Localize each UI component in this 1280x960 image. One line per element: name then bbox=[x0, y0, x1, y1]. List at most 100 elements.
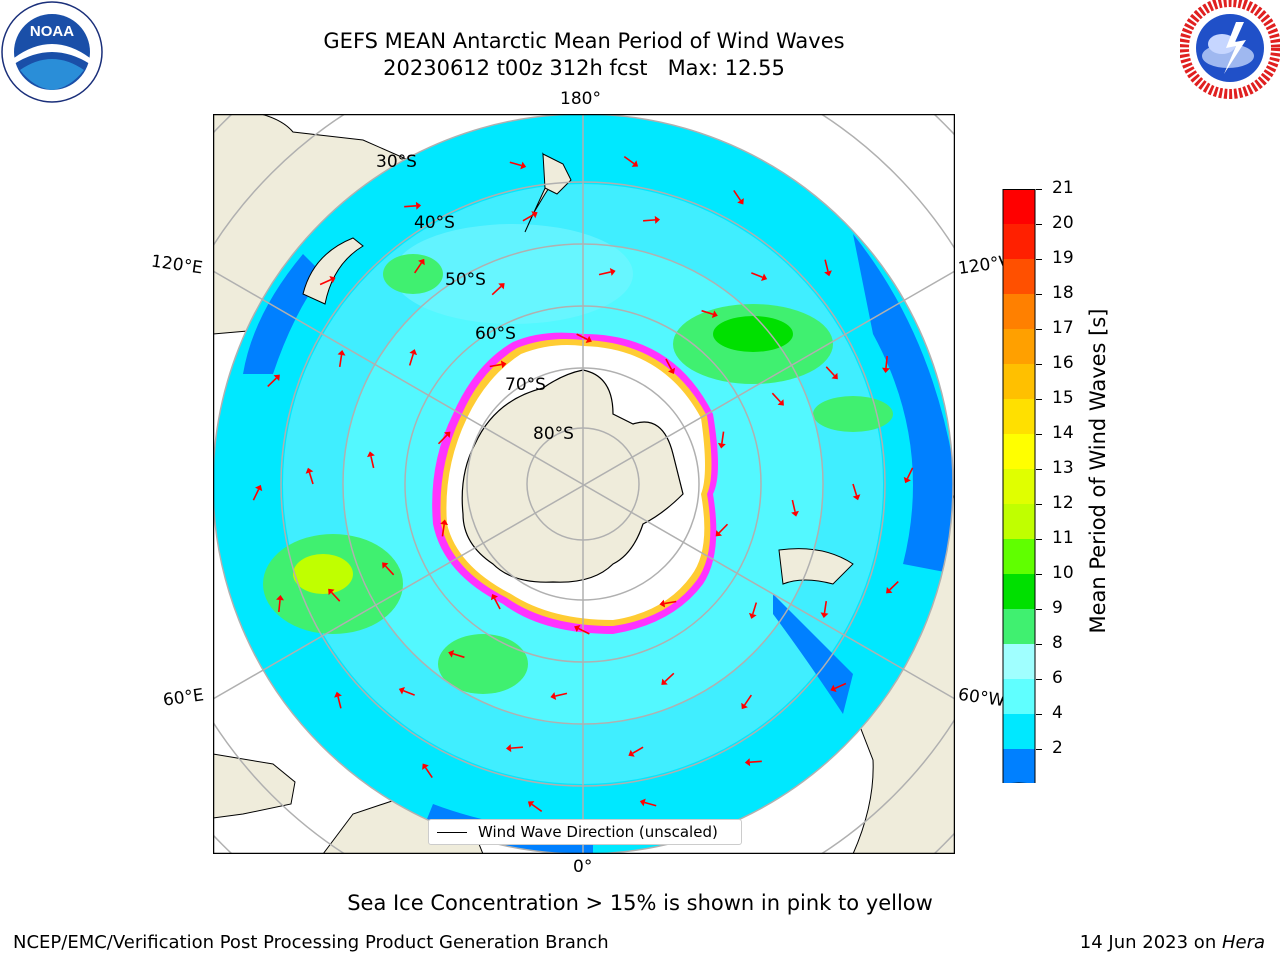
wave-direction-arrow bbox=[437, 434, 448, 445]
wave-direction-arrowhead bbox=[498, 283, 505, 290]
wave-direction-arrow bbox=[791, 499, 796, 512]
legend-label: Wind Wave Direction (unscaled) bbox=[478, 823, 718, 841]
wave-direction-arrowhead bbox=[574, 624, 581, 633]
lat-label-70s: 70°S bbox=[505, 375, 546, 395]
colorbar-tick-mark bbox=[1036, 609, 1042, 610]
colorbar-tick-label: 13 bbox=[1052, 458, 1074, 478]
chart-title: GEFS MEAN Antarctic Mean Period of Wind … bbox=[323, 29, 845, 53]
colorbar-tick-mark bbox=[1036, 329, 1042, 330]
wave-direction-arrowhead bbox=[585, 335, 592, 344]
wave-direction-arrowhead bbox=[639, 798, 646, 807]
wave-direction-arrow bbox=[452, 653, 465, 659]
lon-label-180: 180° bbox=[560, 89, 601, 109]
colorbar bbox=[1002, 189, 1036, 785]
colorbar-tick-mark bbox=[1036, 434, 1042, 435]
wave-direction-arrow bbox=[823, 601, 828, 614]
nws-logo bbox=[1179, 0, 1280, 100]
wave-direction-arrow bbox=[408, 353, 414, 366]
colorbar-tick-label: 19 bbox=[1052, 248, 1074, 268]
wave-direction-arrowhead bbox=[791, 510, 799, 517]
polar-map-svg bbox=[212, 113, 956, 855]
wave-direction-arrowhead bbox=[761, 273, 768, 282]
wave-direction-arrow bbox=[752, 602, 758, 615]
colorbar-tick-mark bbox=[1036, 469, 1042, 470]
colorbar-tick-mark bbox=[1036, 294, 1042, 295]
wave-direction-arrow bbox=[721, 431, 725, 444]
colorbar-segment bbox=[1003, 294, 1035, 329]
wave-direction-arrowhead bbox=[276, 595, 285, 601]
wave-direction-arrowhead bbox=[448, 649, 455, 658]
wave-direction-arrow bbox=[643, 219, 656, 222]
wave-direction-arrowhead bbox=[744, 758, 751, 767]
wave-direction-arrowhead bbox=[415, 201, 422, 210]
colorbar-tick-label: 14 bbox=[1052, 423, 1074, 443]
wave-direction-arrow bbox=[509, 161, 522, 167]
colorbar-tick-mark bbox=[1036, 259, 1042, 260]
wave-direction-arrowhead bbox=[334, 691, 342, 698]
wave-direction-arrow bbox=[578, 627, 590, 635]
wind-wave-arrows bbox=[252, 155, 914, 813]
colorbar-tick-mark bbox=[1036, 679, 1042, 680]
wave-direction-arrowhead bbox=[831, 372, 838, 380]
colorbar-segment bbox=[1003, 224, 1035, 259]
wave-direction-arrowhead bbox=[527, 801, 535, 808]
wave-direction-arrow bbox=[664, 672, 675, 683]
wave-direction-arrow bbox=[424, 767, 433, 778]
colorbar-tick-label: 12 bbox=[1052, 493, 1074, 513]
wave-direction-arrowhead bbox=[382, 562, 389, 569]
wave-direction-arrow bbox=[834, 682, 847, 690]
colorbar-tick-label: 17 bbox=[1052, 318, 1074, 338]
wave-direction-arrow bbox=[906, 467, 914, 479]
colorbar-svg bbox=[1002, 189, 1036, 785]
colorbar-segment bbox=[1003, 504, 1035, 539]
colorbar-ticks: 21 20 19 18 17 16 15 14 13 12 11 10 9 8 6 4 2 bbox=[1036, 178, 1086, 789]
colorbar-tick-label: 20 bbox=[1052, 213, 1074, 233]
lon-label-60e: 60°E bbox=[161, 685, 206, 711]
wave-direction-arrowhead bbox=[777, 399, 784, 406]
wave-direction-arrowhead bbox=[409, 349, 418, 356]
wave-direction-arrow bbox=[338, 354, 343, 367]
wave-direction-arrowhead bbox=[659, 599, 666, 608]
wave-direction-arrow bbox=[749, 760, 762, 764]
wave-direction-arrow bbox=[751, 272, 763, 279]
wave-direction-arrow bbox=[598, 271, 611, 276]
colorbar-segment bbox=[1003, 679, 1035, 714]
colorbar-tick-mark bbox=[1036, 714, 1042, 715]
wave-direction-arrow bbox=[733, 190, 742, 201]
wave-direction-arrowhead bbox=[273, 374, 280, 381]
wave-direction-arrow bbox=[510, 746, 523, 749]
antarctica bbox=[461, 369, 684, 583]
wave-direction-arrow bbox=[531, 803, 543, 813]
wave-direction-arrow bbox=[308, 472, 314, 485]
wave-direction-arrowhead bbox=[422, 763, 429, 770]
colorbar-segment bbox=[1003, 399, 1035, 434]
wave-direction-arrowhead bbox=[903, 476, 911, 484]
colorbar-tick-label: 8 bbox=[1052, 633, 1063, 653]
colorbar-tick-label: 10 bbox=[1052, 563, 1074, 583]
colorbar-tick-label: 21 bbox=[1052, 178, 1074, 198]
wave-direction-arrow bbox=[384, 565, 395, 576]
colorbar-tick-label: 2 bbox=[1052, 738, 1063, 758]
colorbar-tick-label: 6 bbox=[1052, 668, 1063, 688]
colorbar-tick-label: 11 bbox=[1052, 528, 1074, 548]
wave-direction-arrow bbox=[889, 580, 899, 591]
host-name: Hera bbox=[1221, 932, 1265, 953]
sea-ice-note: Sea Ice Concentration > 15% is shown in … bbox=[347, 891, 933, 915]
colorbar-tick-label: 9 bbox=[1052, 598, 1063, 618]
colorbar-segment bbox=[1003, 329, 1035, 364]
lon-label-0: 0° bbox=[573, 857, 593, 877]
wave-direction-arrowhead bbox=[520, 161, 527, 170]
colorbar-segment bbox=[1003, 714, 1035, 749]
wave-direction-arrow bbox=[623, 155, 635, 165]
wave-direction-arrow bbox=[404, 204, 417, 208]
wave-direction-arrowhead bbox=[328, 588, 335, 596]
wave-direction-arrowhead bbox=[852, 494, 861, 501]
wave-direction-arrow bbox=[852, 483, 858, 496]
wave-direction-arrowhead bbox=[654, 215, 661, 224]
wave-direction-arrow bbox=[491, 285, 502, 296]
legend-line-swatch bbox=[437, 832, 467, 833]
wave-direction-arrow bbox=[522, 214, 534, 222]
wave-direction-arrow bbox=[403, 689, 415, 696]
colorbar-tick-mark bbox=[1036, 399, 1042, 400]
wave-direction-arrowhead bbox=[628, 749, 635, 757]
